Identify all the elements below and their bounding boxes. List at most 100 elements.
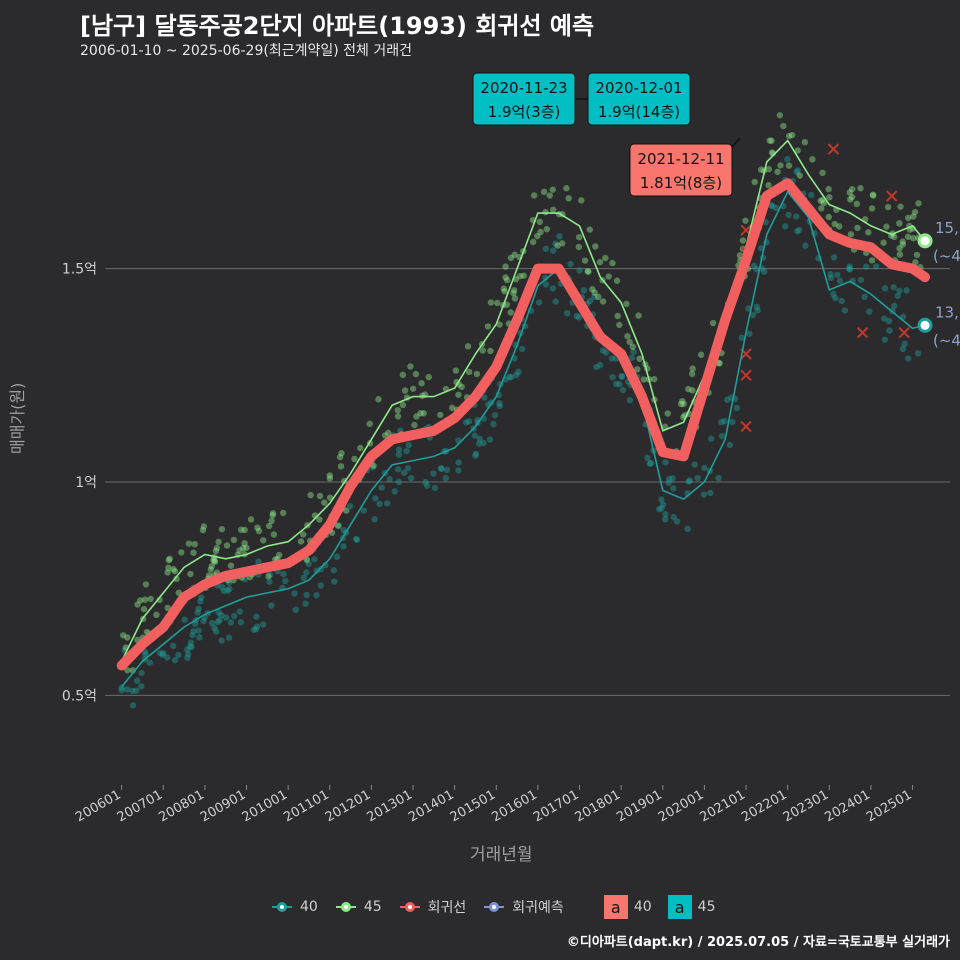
scatter-point-45	[546, 192, 553, 199]
scatter-point-45	[846, 189, 853, 196]
scatter-point-40	[472, 452, 479, 459]
scatter-point-45	[595, 293, 602, 301]
scatter-point-40	[729, 418, 736, 426]
y-axis-title: 매매가(원)	[8, 382, 27, 454]
scatter-point-45	[241, 540, 248, 547]
scatter-point-40	[794, 167, 801, 174]
scatter-point-45	[511, 295, 519, 302]
scatter-point-45	[825, 213, 833, 221]
series-line-45	[120, 139, 926, 662]
scatter-point-40	[890, 284, 897, 291]
scatter-point-40	[903, 287, 910, 294]
scatter-point-45	[831, 220, 838, 228]
scatter-point-45	[449, 404, 456, 412]
scatter-point-40	[194, 609, 201, 616]
scatter-point-45	[796, 172, 803, 179]
x-tick-label: 201701	[531, 787, 581, 825]
scatter-point-40	[586, 297, 594, 305]
scatter-point-45	[300, 531, 307, 538]
annotation-box	[472, 72, 576, 126]
scatter-point-40	[225, 579, 233, 586]
scatter-point-40	[142, 648, 149, 656]
scatter-point-40	[225, 634, 233, 641]
legend-key-45	[334, 898, 358, 916]
scatter-point-45	[739, 237, 747, 244]
scatter-point-40	[386, 476, 393, 483]
scatter-point-40	[802, 242, 809, 249]
scatter-point-40	[700, 491, 708, 498]
scatter-point-45	[868, 257, 876, 264]
scatter-point-45	[826, 194, 833, 201]
scatter-point-40	[834, 271, 841, 279]
x-tick-label: 201201	[323, 787, 373, 825]
scatter-point-45	[399, 401, 407, 409]
scatter-point-40	[549, 247, 557, 254]
scatter-point-45	[223, 542, 231, 549]
scatter-point-45	[147, 595, 154, 603]
scatter-point-45	[338, 450, 345, 457]
scatter-point-40	[443, 466, 451, 474]
scatter-point-45	[589, 286, 596, 293]
scatter-point-40	[330, 567, 337, 574]
legend-box-label-40: 40	[633, 899, 652, 915]
scatter-point-40	[471, 432, 478, 439]
annotation-price: 1.9억(14층)	[598, 103, 680, 121]
scatter-point-45	[321, 499, 328, 506]
scatter-point-45	[891, 233, 898, 241]
scatter-point-45	[140, 605, 148, 613]
scatter-point-45	[409, 385, 417, 392]
scatter-point-45	[280, 509, 287, 517]
scatter-point-40	[171, 656, 179, 664]
scatter-point-40	[253, 613, 260, 620]
scatter-point-40	[197, 598, 204, 605]
scatter-point-40	[841, 307, 849, 314]
scatter-point-45	[685, 385, 692, 393]
scatter-point-40	[556, 233, 563, 240]
scatter-point-45	[413, 413, 420, 420]
scatter-point-40	[670, 485, 677, 492]
annotation-box	[629, 143, 733, 197]
scatter-point-40	[391, 488, 398, 495]
scatter-point-45	[366, 420, 373, 428]
scatter-point-40	[218, 583, 226, 591]
scatter-point-45	[336, 453, 344, 461]
scatter-point-40	[490, 421, 497, 428]
scatter-point-45	[502, 274, 509, 281]
scatter-point-45	[635, 312, 642, 319]
scatter-point-40	[405, 441, 412, 449]
scatter-point-45	[239, 544, 247, 552]
legend-item-box-45: a 45	[667, 895, 715, 919]
scatter-point-40	[746, 330, 753, 337]
scatter-point-45	[680, 400, 687, 408]
scatter-point-40	[188, 643, 195, 651]
scatter-point-45	[788, 131, 796, 139]
scatter-point-45	[124, 667, 131, 674]
scatter-point-45	[307, 491, 314, 499]
legend-label-forecast: 회귀예측	[512, 900, 564, 916]
scatter-point-45	[493, 299, 501, 307]
legend-box-40: a	[603, 895, 628, 919]
cancelled-trade-marker	[898, 326, 910, 339]
scatter-point-40	[160, 649, 167, 657]
scatter-point-40	[591, 293, 598, 301]
scatter-point-45	[185, 540, 193, 547]
scatter-point-40	[726, 441, 734, 449]
scatter-point-45	[629, 343, 637, 350]
scatter-point-45	[825, 185, 832, 193]
x-tick-label: 202101	[698, 787, 748, 825]
scatter-point-45	[275, 551, 283, 559]
scatter-point-40	[129, 702, 137, 709]
scatter-point-45	[425, 373, 432, 381]
scatter-point-40	[333, 553, 341, 560]
scatter-point-40	[220, 587, 228, 595]
scatter-point-45	[869, 191, 877, 198]
end-area-label: (~40㎡)	[933, 331, 960, 349]
scatter-point-40	[793, 168, 800, 176]
scatter-point-45	[511, 287, 518, 294]
scatter-point-45	[534, 232, 541, 240]
annotation-date: 2020-12-01	[595, 79, 682, 97]
scatter-point-40	[133, 677, 141, 684]
scatter-point-40	[313, 591, 320, 599]
scatter-point-40	[749, 311, 757, 319]
scatter-point-45	[218, 525, 226, 533]
